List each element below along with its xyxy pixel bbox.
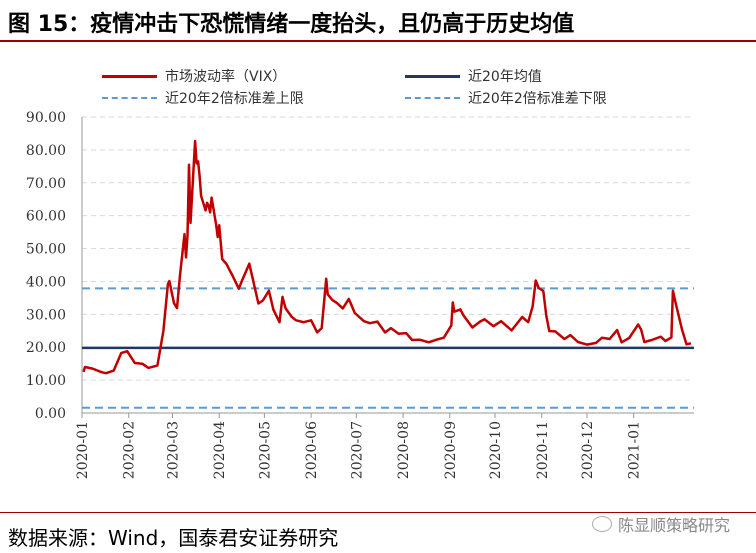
x-tick-label: 2020-12 bbox=[580, 421, 596, 479]
y-tick-label: 80.00 bbox=[26, 143, 66, 159]
legend-swatch-vix bbox=[102, 74, 157, 78]
legend-item-vix: 市场波动率（VIX） bbox=[102, 66, 286, 86]
legend-label-upper: 近20年2倍标准差上限 bbox=[165, 91, 304, 107]
legend-label-vix: 市场波动率（VIX） bbox=[165, 69, 287, 85]
source-divider bbox=[0, 512, 756, 513]
x-tick-label: 2020-01 bbox=[75, 421, 91, 479]
wechat-icon bbox=[591, 516, 612, 532]
y-tick-label: 70.00 bbox=[26, 176, 66, 192]
x-tick-label: 2020-03 bbox=[165, 421, 181, 479]
y-axis-tick-labels: 0.00 10.00 20.00 30.00 40.00 50.00 60.00 70.00 8… bbox=[26, 110, 66, 422]
legend-swatch-mean bbox=[405, 74, 460, 78]
x-tick-label: 2020-11 bbox=[535, 421, 551, 479]
y-tick-label: 0.00 bbox=[35, 406, 66, 422]
title-bar: 图 15：疫情冲击下恐慌情绪一度抬头，且仍高于历史均值 bbox=[0, 0, 756, 42]
series-layer bbox=[82, 139, 694, 409]
legend-swatch-upper bbox=[102, 97, 157, 99]
y-tick-label: 30.00 bbox=[26, 307, 66, 323]
x-tick-label: 2020-06 bbox=[304, 421, 320, 479]
x-tick-label: 2020-09 bbox=[443, 421, 459, 479]
chart-area: 0.00 10.00 20.00 30.00 40.00 50.00 60.00 70.00 8… bbox=[0, 100, 756, 505]
x-tick-label: 2020-04 bbox=[212, 421, 228, 479]
x-tick-label: 2020-10 bbox=[488, 421, 504, 479]
chart-title: 图 15：疫情冲击下恐慌情绪一度抬头，且仍高于历史均值 bbox=[8, 12, 575, 37]
legend-label-mean: 近20年均值 bbox=[468, 69, 542, 85]
y-tick-label: 10.00 bbox=[26, 373, 66, 389]
x-axis-tick-labels: 2020-01 2020-02 2020-03 2020-04 2020-05 2020-… bbox=[75, 413, 643, 479]
chart-legend: 市场波动率（VIX） 近20年均值 近20年2倍标准差上限 近20年2倍标准差下… bbox=[0, 62, 756, 112]
vix-series-line bbox=[82, 139, 692, 375]
legend-label-lower: 近20年2倍标准差下限 bbox=[468, 91, 607, 107]
x-tick-label: 2021-01 bbox=[627, 421, 643, 479]
y-tick-label: 50.00 bbox=[26, 242, 66, 258]
grid-lines bbox=[81, 116, 694, 414]
x-tick-label: 2020-02 bbox=[122, 421, 138, 479]
y-tick-label: 40.00 bbox=[26, 274, 66, 290]
title-divider bbox=[0, 40, 756, 42]
watermark: 陈显顺策略研究 bbox=[591, 512, 730, 536]
legend-item-upper: 近20年2倍标准差上限 bbox=[102, 88, 304, 108]
vix-chart: 0.00 10.00 20.00 30.00 40.00 50.00 60.00 70.00 8… bbox=[26, 110, 694, 479]
x-tick-label: 2020-08 bbox=[396, 421, 412, 479]
legend-item-lower: 近20年2倍标准差下限 bbox=[405, 88, 607, 108]
y-tick-label: 20.00 bbox=[26, 340, 66, 356]
data-source: 数据来源：Wind，国泰君安证券研究 bbox=[8, 526, 339, 550]
x-tick-label: 2020-05 bbox=[257, 421, 273, 479]
y-tick-label: 90.00 bbox=[26, 110, 66, 126]
y-tick-label: 60.00 bbox=[26, 209, 66, 225]
legend-swatch-lower bbox=[405, 97, 460, 99]
watermark-text: 陈显顺策略研究 bbox=[617, 516, 730, 535]
x-tick-label: 2020-07 bbox=[349, 421, 365, 479]
legend-item-mean: 近20年均值 bbox=[405, 66, 542, 86]
